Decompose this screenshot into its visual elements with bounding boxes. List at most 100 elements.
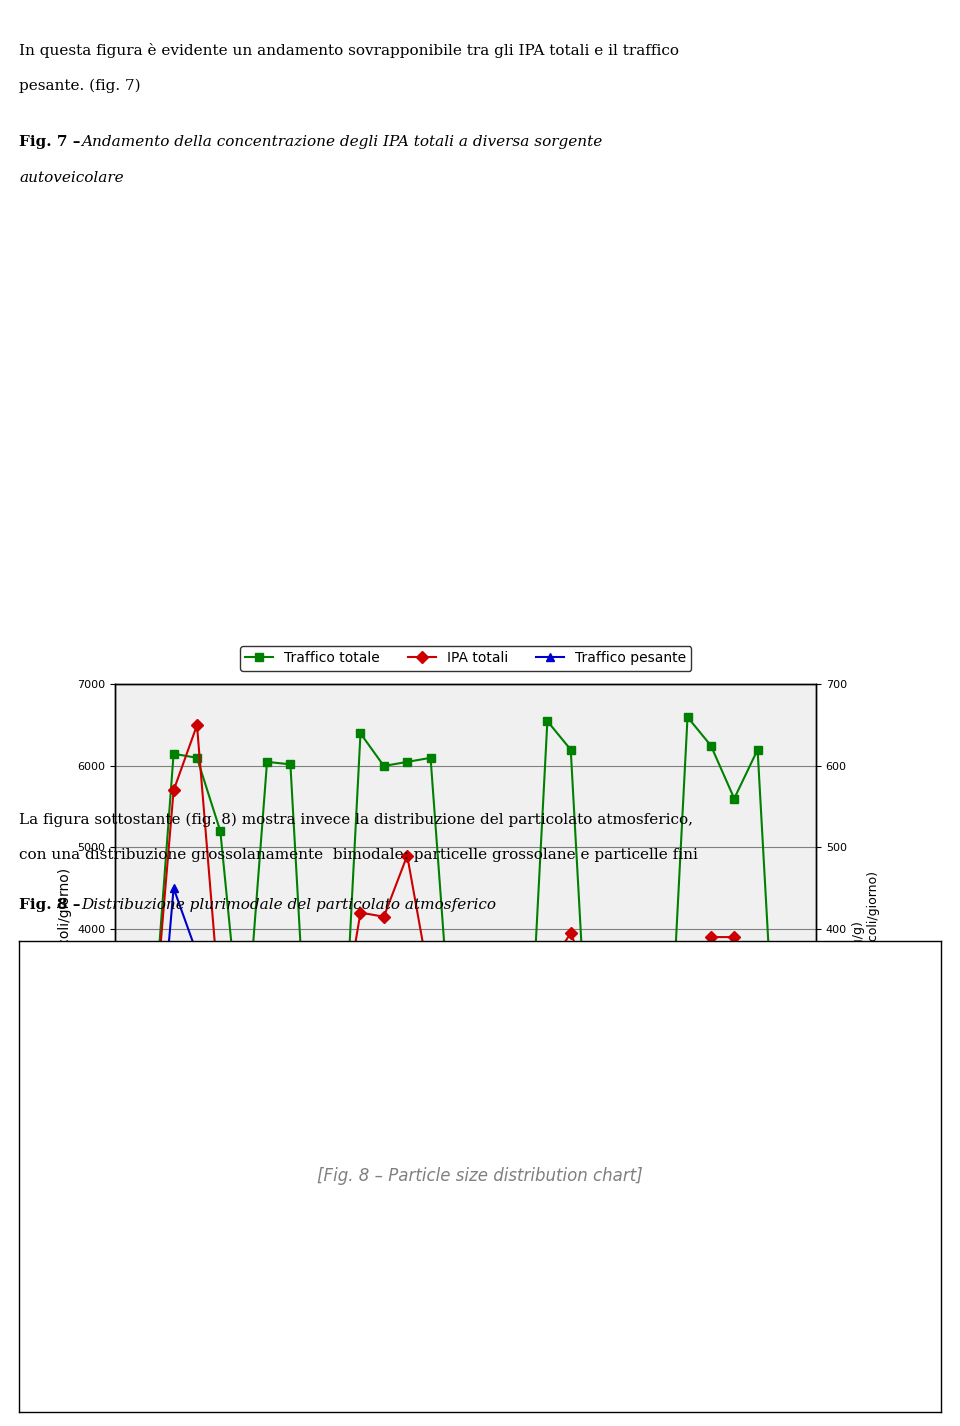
Traffico pesante: [284, 1246, 296, 1263]
Line: Traffico pesante: Traffico pesante: [123, 884, 808, 1259]
Traffico totale: [284, 756, 296, 773]
Y-axis label: IPA totali (µg/g)
Traffico pesante (veicoli/giorno): IPA totali (µg/g) Traffico pesante (veic…: [852, 871, 880, 1068]
IPA totali: [564, 924, 576, 941]
Traffico pesante: [261, 1246, 273, 1263]
Traffico pesante: [331, 1202, 343, 1219]
Traffico pesante: [471, 1176, 483, 1194]
IPA totali: [214, 1002, 227, 1020]
IPA totali: [588, 985, 600, 1002]
Traffico pesante: [355, 1071, 367, 1088]
Traffico pesante: [121, 1246, 132, 1263]
Traffico totale: [424, 749, 436, 766]
IPA totali: [799, 1051, 810, 1068]
Traffico totale: [752, 742, 763, 759]
IPA totali: [168, 781, 180, 799]
Text: con una distribuzione grossolanamente  bimodale: particelle grossolane e partice: con una distribuzione grossolanamente bi…: [19, 848, 698, 863]
IPA totali: [331, 1042, 343, 1060]
IPA totali: [261, 981, 273, 998]
Traffico totale: [214, 823, 227, 840]
Traffico pesante: [705, 1202, 716, 1219]
Traffico pesante: [191, 945, 203, 963]
Text: Distribuzione plurimodale del particolato atmosferico: Distribuzione plurimodale del particolat…: [82, 898, 496, 913]
Traffico pesante: [588, 1205, 600, 1222]
Traffico pesante: [308, 1137, 320, 1154]
IPA totali: [495, 970, 507, 987]
Traffico totale: [448, 1067, 460, 1084]
IPA totali: [752, 1051, 763, 1068]
IPA totali: [355, 904, 367, 921]
Traffico totale: [471, 957, 483, 974]
Traffico totale: [401, 753, 413, 770]
IPA totali: [775, 1055, 786, 1072]
IPA totali: [682, 1018, 693, 1035]
IPA totali: [705, 928, 716, 945]
Traffico totale: [775, 1161, 786, 1178]
Traffico totale: [799, 970, 810, 987]
Traffico totale: [331, 1176, 343, 1194]
IPA totali: [121, 1060, 132, 1077]
IPA totali: [612, 990, 623, 1007]
Traffico pesante: [214, 1246, 227, 1263]
Text: In questa figura è evidente un andamento sovrapponibile tra gli IPA totali e il : In questa figura è evidente un andamento…: [19, 43, 680, 58]
Traffico totale: [564, 742, 576, 759]
Traffico pesante: [518, 1174, 530, 1191]
Text: Andamento della concentrazione degli IPA totali a diversa sorgente: Andamento della concentrazione degli IPA…: [82, 135, 603, 150]
Text: La figura sottostante (fig. 8) mostra invece la distribuzione del particolato at: La figura sottostante (fig. 8) mostra in…: [19, 813, 693, 827]
Traffico totale: [636, 1062, 647, 1079]
IPA totali: [144, 1060, 156, 1077]
Traffico pesante: [752, 1194, 763, 1211]
IPA totali: [729, 928, 740, 945]
IPA totali: [284, 1002, 296, 1020]
Traffico totale: [612, 1062, 623, 1079]
Traffico pesante: [238, 1246, 250, 1263]
Traffico pesante: [612, 1062, 623, 1079]
Traffico pesante: [799, 1194, 810, 1211]
Traffico totale: [378, 757, 390, 774]
Traffico totale: [541, 713, 553, 730]
IPA totali: [378, 908, 390, 925]
Traffico pesante: [378, 1075, 390, 1092]
IPA totali: [191, 717, 203, 734]
Text: Fig. 8 –: Fig. 8 –: [19, 898, 81, 913]
Traffico pesante: [495, 1137, 507, 1154]
Traffico totale: [355, 724, 367, 742]
Traffico totale: [261, 753, 273, 770]
Traffico totale: [191, 749, 203, 766]
Traffico pesante: [659, 1156, 670, 1174]
Traffico pesante: [636, 1060, 647, 1077]
Traffico pesante: [448, 1202, 460, 1219]
Traffico totale: [729, 790, 740, 807]
Traffico pesante: [564, 1181, 576, 1198]
Traffico totale: [121, 1189, 132, 1206]
Text: Fig. 7 –: Fig. 7 –: [19, 135, 81, 150]
Traffico totale: [238, 1060, 250, 1077]
Traffico pesante: [144, 1148, 156, 1165]
Y-axis label: traffico totale (veicoli/giorno): traffico totale (veicoli/giorno): [58, 868, 72, 1071]
Traffico pesante: [729, 1246, 740, 1263]
Traffico totale: [308, 1174, 320, 1191]
Legend: Traffico totale, IPA totali, Traffico pesante: Traffico totale, IPA totali, Traffico pe…: [240, 646, 691, 670]
IPA totali: [238, 1002, 250, 1020]
Text: pesante. (fig. 7): pesante. (fig. 7): [19, 78, 141, 93]
Text: autoveicolare: autoveicolare: [19, 171, 124, 185]
IPA totali: [541, 961, 553, 978]
Traffico totale: [518, 1161, 530, 1178]
Traffico pesante: [401, 1079, 413, 1097]
Traffico totale: [705, 737, 716, 754]
IPA totali: [659, 965, 670, 983]
Line: IPA totali: IPA totali: [123, 722, 808, 1071]
IPA totali: [424, 977, 436, 994]
Traffico pesante: [168, 880, 180, 897]
Traffico totale: [144, 1060, 156, 1077]
Traffico pesante: [541, 1165, 553, 1182]
Traffico pesante: [682, 1202, 693, 1219]
Traffico totale: [495, 957, 507, 974]
IPA totali: [401, 847, 413, 864]
IPA totali: [518, 970, 530, 987]
Traffico totale: [682, 709, 693, 726]
IPA totali: [471, 985, 483, 1002]
Traffico totale: [588, 1165, 600, 1182]
Traffico pesante: [775, 1194, 786, 1211]
Line: Traffico totale: Traffico totale: [123, 713, 808, 1202]
Traffico totale: [168, 746, 180, 763]
